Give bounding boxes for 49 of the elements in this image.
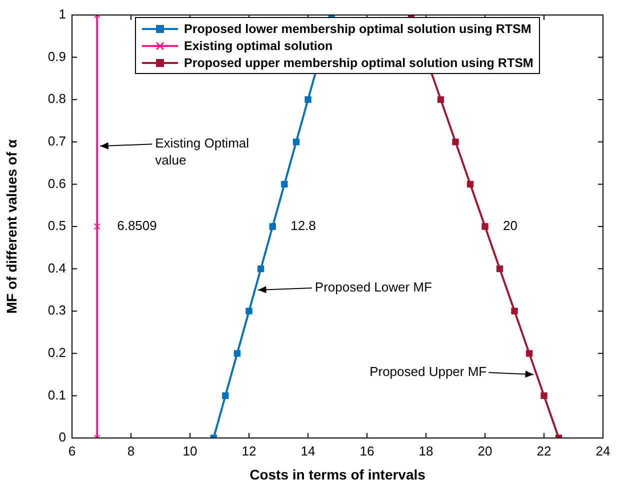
annotation: Proposed Lower MF <box>314 280 432 295</box>
legend-label: Existing optimal solution <box>184 38 333 52</box>
point <box>281 180 288 188</box>
x-tick-label: 22 <box>536 443 552 458</box>
y-tick-label: 1 <box>58 6 66 22</box>
y-tick-label: 0.1 <box>48 387 66 402</box>
point <box>304 96 312 103</box>
point <box>222 392 229 400</box>
point <box>246 308 252 314</box>
point <box>437 96 444 103</box>
point <box>466 180 474 188</box>
y-tick-label: 0.5 <box>48 218 66 234</box>
x-tick-label: 24 <box>596 443 610 458</box>
point <box>482 223 488 230</box>
y-tick-label: 0.8 <box>48 91 66 106</box>
point <box>234 350 241 357</box>
point <box>452 138 459 146</box>
x-tick-label: 18 <box>418 443 434 458</box>
legend-label: Proposed upper membership optimal solution using RTSM <box>184 56 534 70</box>
point <box>94 223 100 230</box>
annotation: Existing Optimal value <box>155 136 250 168</box>
point <box>269 223 276 230</box>
x-tick-label: 20 <box>478 443 492 458</box>
y-tick-label: 0.9 <box>48 48 66 64</box>
x-tick-label: 14 <box>300 443 316 458</box>
point <box>511 308 518 314</box>
y-tick-label: 0.4 <box>48 260 66 276</box>
y-tick-label: 0.2 <box>48 344 66 360</box>
annotation: 12.8 <box>290 218 316 234</box>
x-tick-label: 6 <box>68 443 76 458</box>
annotation: Proposed Upper MF <box>370 364 487 380</box>
point <box>292 138 300 146</box>
x-tick-label: 8 <box>127 443 135 458</box>
point <box>526 350 533 357</box>
x-tick-label: 12 <box>242 443 256 458</box>
x-axis-title: Costs in terms of intervals <box>250 466 426 482</box>
point <box>257 265 264 272</box>
y-tick-label: 0.3 <box>48 302 66 318</box>
y-tick-label: 0.7 <box>48 133 66 148</box>
x-tick-label: 16 <box>360 443 374 458</box>
point <box>496 265 504 272</box>
y-tick-label: 0.6 <box>48 176 66 191</box>
y-axis-title: MF of different values of α <box>3 138 20 314</box>
point <box>540 392 548 400</box>
y-tick-label: 0 <box>58 430 66 445</box>
annotation: 20 <box>503 218 518 234</box>
x-tick-label: 10 <box>182 443 198 458</box>
legend-label: Proposed lower membership optimal solution using RTSM <box>184 22 532 36</box>
annotation: 6.8509 <box>117 218 157 234</box>
